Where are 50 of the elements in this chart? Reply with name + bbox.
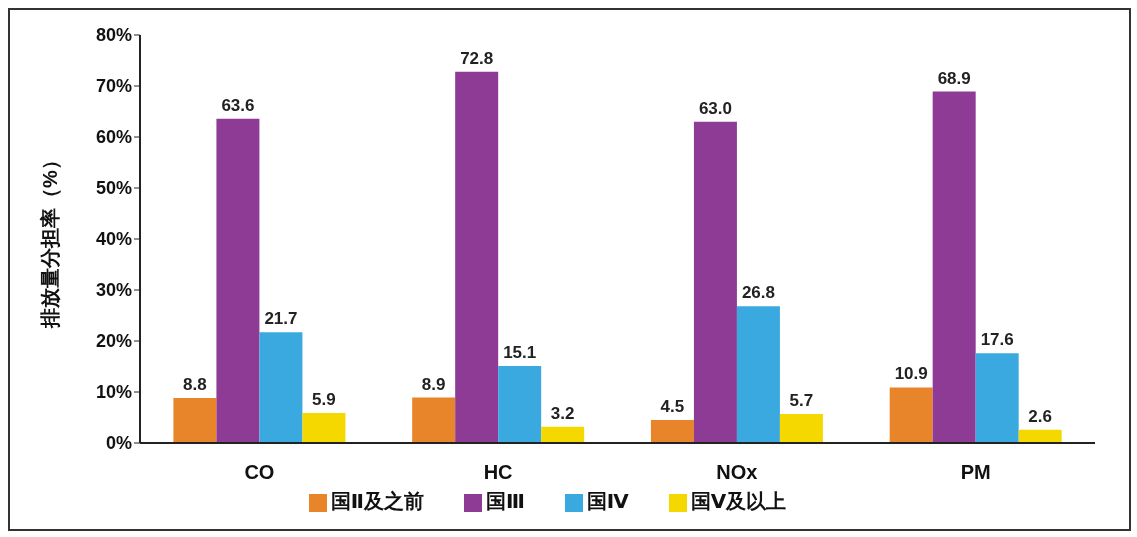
bar: [498, 365, 542, 443]
bar: [1018, 429, 1062, 443]
data-label: 26.8: [741, 283, 775, 303]
data-label: 8.9: [421, 374, 446, 394]
data-label: 72.8: [460, 48, 494, 68]
data-label: 8.8: [183, 375, 207, 395]
data-label: 21.7: [264, 309, 298, 329]
data-label: 2.6: [1028, 406, 1052, 426]
bar: [650, 420, 694, 443]
bar: [259, 332, 303, 443]
y-axis-title: 排放量分担率（%）: [39, 150, 62, 329]
y-tick-label: 60%: [95, 127, 132, 148]
data-label: 5.9: [312, 389, 336, 409]
bar: [302, 412, 346, 443]
bar: [173, 398, 217, 443]
bar: [889, 387, 933, 443]
bar: [693, 121, 737, 443]
legend-label: 国Ⅱ及之前: [330, 490, 424, 512]
data-label: 10.9: [894, 364, 928, 384]
x-tick-label: CO: [244, 461, 275, 484]
x-tick-label: HC: [483, 461, 513, 484]
bar: [975, 353, 1019, 443]
bar: [779, 413, 823, 443]
y-tick-label: 10%: [95, 382, 132, 403]
y-tick-label: 0%: [105, 433, 132, 454]
bar: [541, 426, 585, 443]
data-label: 4.5: [660, 397, 685, 417]
bar: [412, 397, 456, 443]
x-tick-label: PM: [960, 461, 991, 484]
y-tick-label: 30%: [95, 280, 132, 301]
bar: [736, 306, 780, 443]
data-label: 17.6: [980, 330, 1014, 350]
bar: [932, 91, 976, 443]
data-label: 63.6: [221, 95, 255, 115]
y-tick-label: 20%: [95, 331, 132, 352]
data-label: 15.1: [503, 342, 537, 362]
data-label: 5.7: [789, 390, 814, 410]
x-tick-label: NOx: [716, 461, 758, 484]
bar: [216, 118, 260, 443]
data-label: 63.0: [698, 98, 732, 118]
bar: [455, 71, 499, 443]
y-tick-label: 50%: [95, 178, 132, 199]
y-tick-label: 40%: [95, 229, 132, 250]
y-tick-label: 80%: [95, 25, 132, 46]
legend-label: 国Ⅲ: [485, 490, 525, 512]
legend-label: 国Ⅴ及以上: [690, 490, 787, 512]
data-label: 68.9: [937, 68, 971, 88]
legend-label: 国Ⅳ: [586, 490, 629, 512]
y-tick-label: 70%: [95, 76, 132, 97]
data-label: 3.2: [550, 403, 575, 423]
